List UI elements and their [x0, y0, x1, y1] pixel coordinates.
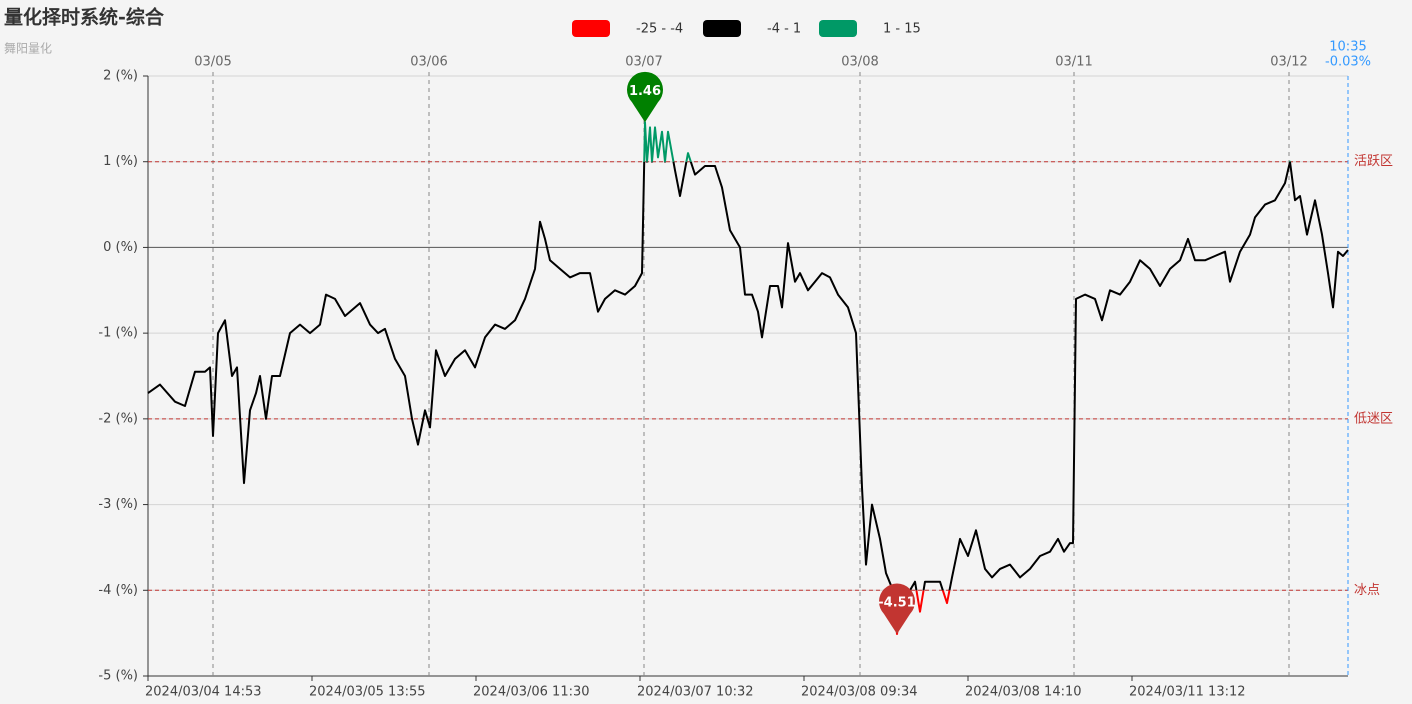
pin	[627, 71, 664, 123]
latest-time: 10:35	[1329, 40, 1366, 55]
legend-swatch	[703, 20, 741, 37]
pin	[879, 583, 916, 634]
mark-line-label: 低迷区	[1354, 411, 1393, 426]
mark-point: 1.46	[627, 71, 664, 123]
x-tick-label: 2024/03/11 13:12	[1129, 685, 1246, 700]
mark-point: -4.51	[878, 583, 916, 634]
x-tick-label: 2024/03/08 14:10	[965, 685, 1082, 700]
legend-swatch	[819, 20, 857, 37]
x-tick-label: 2024/03/08 09:34	[801, 685, 918, 700]
line-piece	[147, 161, 1349, 591]
legend-label: -4 - 1	[767, 22, 801, 37]
chart-subtitle: 舞阳量化	[4, 42, 52, 56]
pin-label: 1.46	[629, 84, 661, 99]
x2-tick-label: 03/05	[194, 55, 231, 70]
y-tick-label: 1 (%)	[103, 154, 138, 169]
mark-line-label: 活跃区	[1354, 154, 1393, 169]
pin-label: -4.51	[878, 596, 915, 611]
y-tick-label: -3 (%)	[98, 497, 138, 512]
x-tick-label: 2024/03/07 10:32	[637, 685, 754, 700]
y-tick-label: -4 (%)	[98, 583, 138, 598]
x-tick-label: 2024/03/06 11:30	[473, 685, 590, 700]
x-tick-label: 2024/03/04 14:53	[145, 685, 262, 700]
mark-line-label: 冰点	[1354, 583, 1380, 598]
y-tick-label: -2 (%)	[98, 411, 138, 426]
legend-label: 1 - 15	[883, 22, 921, 37]
legend-label: -25 - -4	[636, 22, 683, 37]
y-tick-label: 2 (%)	[103, 69, 138, 84]
x2-tick-label: 03/06	[410, 55, 447, 70]
line-piece	[643, 121, 1292, 162]
x2-tick-label: 03/11	[1055, 55, 1092, 70]
y-tick-label: -1 (%)	[98, 326, 138, 341]
y-tick-label: 0 (%)	[103, 240, 138, 255]
x2-tick-label: 03/12	[1270, 55, 1307, 70]
legend-swatch	[572, 20, 610, 37]
x-tick-label: 2024/03/05 13:55	[309, 685, 426, 700]
y-tick-label: -5 (%)	[98, 669, 138, 684]
latest-label: -0.03%	[1325, 55, 1371, 70]
x2-tick-label: 03/08	[841, 55, 878, 70]
x2-tick-label: 03/07	[625, 55, 662, 70]
line-piece	[891, 590, 951, 635]
chart-title: 量化择时系统-综合	[4, 6, 165, 29]
